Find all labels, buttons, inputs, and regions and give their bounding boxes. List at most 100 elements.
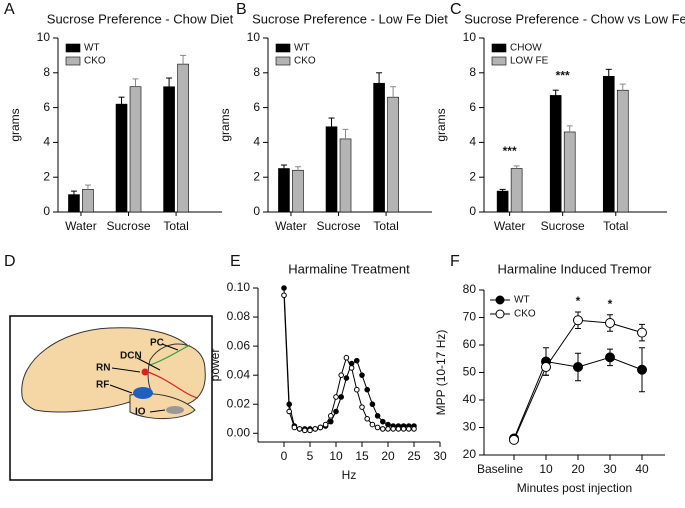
- x-tick-label: 20: [381, 449, 395, 463]
- bar: [278, 168, 290, 213]
- chart-title: Harmaline Induced Tremor: [498, 261, 653, 276]
- y-tick-label: 6: [253, 100, 260, 114]
- bar: [325, 126, 338, 213]
- legend-label: CHOW: [510, 43, 542, 54]
- point: [322, 421, 329, 428]
- point: [364, 386, 371, 393]
- x-tick-label: Sucrose: [541, 219, 585, 233]
- panel-letter: C: [450, 1, 462, 18]
- panel-letter: E: [230, 253, 241, 270]
- panel-letter: B: [236, 1, 247, 18]
- x-tick-label: 30: [603, 462, 617, 476]
- point: [637, 327, 647, 338]
- point: [369, 421, 376, 428]
- legend-label: CKO: [294, 56, 316, 67]
- point: [359, 404, 365, 410]
- x-tick-label: Water: [275, 219, 307, 233]
- x-tick-label: Total: [373, 219, 398, 233]
- bar: [602, 75, 615, 213]
- y-tick-label: 30: [463, 420, 477, 434]
- point: [343, 375, 350, 381]
- y-tick-label: 0: [253, 204, 260, 218]
- x-tick-label: Total: [603, 219, 628, 233]
- point: [380, 426, 386, 432]
- bar: [339, 138, 352, 213]
- point: [296, 426, 303, 432]
- legend-swatch: [275, 56, 291, 66]
- bar: [387, 96, 399, 213]
- y-tick-label: 0.08: [227, 309, 251, 323]
- y-tick-label: 0: [43, 204, 50, 218]
- legend-swatch: [65, 56, 81, 66]
- point: [374, 424, 381, 431]
- point: [302, 427, 308, 434]
- panel-letter: D: [4, 253, 16, 270]
- diagram: D PC DCN RN RF IO: [4, 253, 213, 481]
- point: [338, 372, 345, 378]
- y-tick-label: 0.04: [227, 367, 251, 381]
- y-tick-label: 40: [463, 392, 477, 406]
- legend-marker: [495, 295, 505, 305]
- point: [359, 372, 365, 378]
- legend-label: CKO: [84, 56, 106, 67]
- point: [406, 426, 412, 432]
- annotation: ***: [556, 68, 570, 82]
- point: [374, 413, 381, 419]
- y-tick-label: 10: [37, 30, 51, 44]
- legend-label: CKO: [514, 309, 536, 320]
- y-tick-label: 4: [469, 135, 476, 149]
- y-tick-label: 2: [253, 169, 260, 183]
- point: [281, 285, 287, 291]
- y-tick-label: 60: [463, 337, 477, 351]
- legend-swatch: [491, 43, 507, 53]
- bar: [510, 168, 523, 213]
- legend-swatch: [275, 43, 291, 53]
- point: [328, 418, 334, 425]
- bar: [496, 190, 509, 213]
- point: [541, 362, 551, 372]
- point: [605, 318, 615, 328]
- x-tick-label: Water: [494, 219, 526, 233]
- point: [411, 426, 417, 432]
- bar: [129, 86, 142, 213]
- io: [166, 406, 184, 414]
- bar: [616, 89, 629, 213]
- rf: [133, 387, 153, 399]
- x-tick-label: Sucrose: [107, 219, 151, 233]
- legend-label: LOW FE: [510, 56, 549, 67]
- x-tick-label: Baseline: [477, 462, 523, 476]
- point: [380, 418, 386, 425]
- bar: [177, 63, 189, 213]
- chart-title: Harmaline Treatment: [288, 261, 410, 276]
- x-tick-label: Total: [163, 219, 188, 233]
- point: [317, 424, 324, 431]
- point: [605, 352, 615, 363]
- y-axis-label: grams: [8, 108, 22, 141]
- point: [385, 426, 391, 432]
- y-tick-label: 8: [43, 65, 50, 79]
- x-tick-label: 30: [433, 449, 447, 463]
- point: [573, 362, 583, 372]
- x-tick-label: 20: [571, 462, 585, 476]
- bar: [115, 103, 128, 213]
- point: [286, 408, 293, 415]
- point: [364, 415, 371, 422]
- x-tick-label: 5: [307, 449, 314, 463]
- y-axis-label: grams: [434, 108, 448, 141]
- bar: [82, 189, 94, 213]
- point: [509, 434, 519, 445]
- legend-label: WT: [294, 43, 310, 54]
- spectrum-line: [283, 295, 414, 431]
- y-tick-label: 4: [253, 135, 260, 149]
- bar: [373, 82, 385, 213]
- x-tick-label: 10: [539, 462, 553, 476]
- arrows: [109, 343, 179, 413]
- legend-label: WT: [84, 43, 100, 54]
- y-tick-label: 70: [463, 310, 477, 324]
- point: [354, 357, 360, 364]
- annotation: *: [608, 297, 613, 311]
- panel-letter: F: [450, 253, 460, 270]
- point: [637, 364, 647, 375]
- point: [395, 426, 402, 432]
- x-tick-label: 15: [355, 449, 369, 463]
